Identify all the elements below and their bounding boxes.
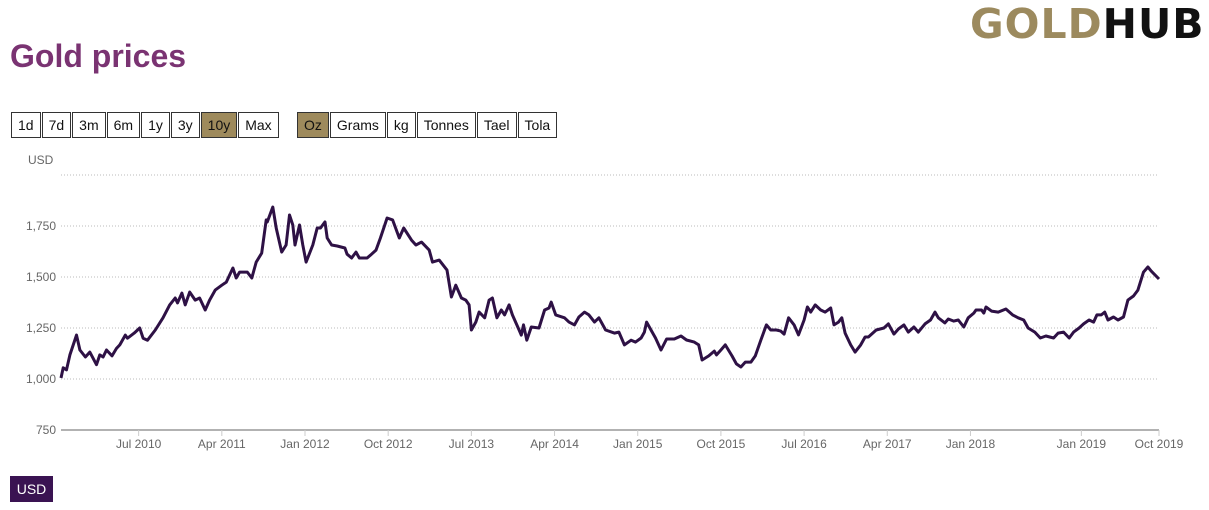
- x-tick-label: Jul 2010: [116, 437, 162, 451]
- y-tick-label: 1,750: [26, 219, 56, 233]
- range-selector: 1d 7d 3m 6m 1y 3y 10y Max: [11, 112, 280, 138]
- x-tick-label: Jan 2019: [1057, 437, 1107, 451]
- range-button-10y[interactable]: 10y: [200, 112, 238, 138]
- x-tick-label: Oct 2012: [364, 437, 413, 451]
- x-tick-label: Jan 2012: [280, 437, 330, 451]
- x-tick-label: Jan 2015: [613, 437, 663, 451]
- y-tick-label: 1,000: [26, 372, 56, 386]
- x-tick-label: Oct 2019: [1135, 437, 1184, 451]
- unit-button-tonnes[interactable]: Tonnes: [416, 112, 476, 138]
- page-title: Gold prices: [10, 38, 187, 74]
- unit-button-oz[interactable]: Oz: [297, 112, 329, 138]
- x-tick-label: Jul 2016: [781, 437, 827, 451]
- unit-button-tael[interactable]: Tael: [476, 112, 517, 138]
- x-tick-label: Oct 2015: [697, 437, 746, 451]
- x-tick-label: Jan 2018: [946, 437, 996, 451]
- range-button-3y[interactable]: 3y: [170, 112, 200, 138]
- unit-selector: Oz Grams kg Tonnes Tael Tola: [297, 112, 558, 138]
- range-button-max[interactable]: Max: [238, 112, 279, 138]
- y-axis-label: USD: [28, 153, 54, 167]
- x-tick-label: Jul 2013: [449, 437, 495, 451]
- range-button-1y[interactable]: 1y: [141, 112, 170, 138]
- range-button-7d[interactable]: 7d: [41, 112, 72, 138]
- price-line: [59, 205, 1161, 379]
- y-tick-label: 750: [36, 423, 56, 437]
- range-button-1d[interactable]: 1d: [11, 112, 41, 138]
- unit-button-grams[interactable]: Grams: [329, 112, 386, 138]
- goldhub-logo: GOLDHUB: [970, 0, 1205, 48]
- range-button-6m[interactable]: 6m: [106, 112, 141, 138]
- range-button-3m[interactable]: 3m: [72, 112, 106, 138]
- y-tick-label: 1,500: [26, 270, 56, 284]
- x-tick-label: Apr 2014: [530, 437, 579, 451]
- unit-button-tola[interactable]: Tola: [517, 112, 558, 138]
- y-tick-label: 1,250: [26, 321, 56, 335]
- currency-usd-button[interactable]: USD: [10, 476, 53, 502]
- x-tick-label: Apr 2017: [863, 437, 912, 451]
- unit-button-kg[interactable]: kg: [386, 112, 416, 138]
- x-tick-label: Apr 2011: [198, 437, 246, 451]
